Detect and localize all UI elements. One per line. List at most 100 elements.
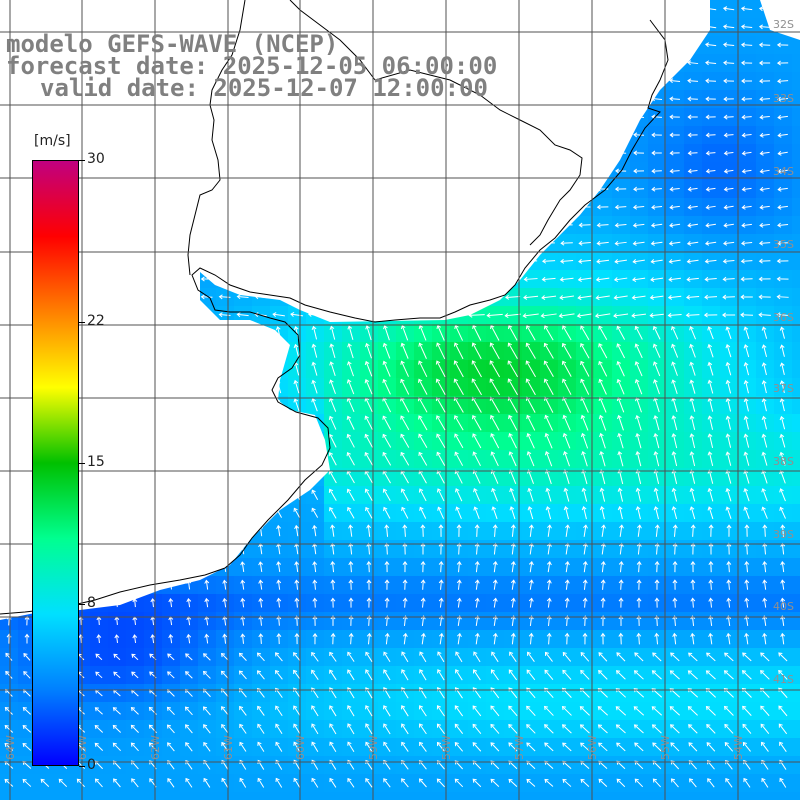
field-cell bbox=[792, 756, 800, 775]
field-cell bbox=[144, 792, 163, 800]
colorbar-tick-label: 30 bbox=[87, 151, 105, 167]
latitude-label: 38S bbox=[773, 455, 794, 468]
field-cell bbox=[756, 792, 775, 800]
field-cell bbox=[216, 792, 235, 800]
field-cell bbox=[54, 792, 73, 800]
field-cell bbox=[792, 108, 800, 127]
field-cell bbox=[0, 792, 19, 800]
field-cell bbox=[702, 792, 721, 800]
field-cell bbox=[612, 792, 631, 800]
field-cell bbox=[792, 90, 800, 109]
longitude-label: 62W bbox=[149, 735, 162, 760]
field-cell bbox=[792, 720, 800, 739]
field-cell bbox=[792, 576, 800, 595]
field-cell bbox=[684, 792, 703, 800]
field-cell bbox=[504, 792, 523, 800]
field-cell bbox=[180, 792, 199, 800]
wind-arrow bbox=[740, 42, 753, 48]
field-cell bbox=[792, 450, 800, 469]
field-cell bbox=[792, 342, 800, 361]
field-cell bbox=[540, 792, 559, 800]
colorbar-tick-mark bbox=[79, 321, 85, 323]
field-cell bbox=[792, 486, 800, 505]
field-cell bbox=[342, 792, 361, 800]
field-cell bbox=[792, 180, 800, 199]
field-cell bbox=[432, 792, 451, 800]
field-cell bbox=[738, 792, 757, 800]
wind-arrow bbox=[741, 78, 753, 84]
field-cell bbox=[36, 792, 55, 800]
latitude-label: 39S bbox=[773, 528, 794, 541]
colorbar-tick-mark bbox=[79, 766, 85, 767]
valid-date: valid date: 2025-12-07 12:00:00 bbox=[40, 74, 488, 102]
longitude-label: 59W bbox=[367, 735, 380, 760]
colorbar-tick-label: 8 bbox=[87, 595, 96, 612]
field-cell bbox=[72, 792, 91, 800]
wind-arrow bbox=[776, 42, 789, 48]
colorbar bbox=[32, 160, 79, 766]
field-cell bbox=[792, 126, 800, 145]
colorbar-tick-label: 0 bbox=[87, 757, 96, 773]
field-cell bbox=[792, 612, 800, 631]
field-cell bbox=[792, 306, 800, 325]
field-cell bbox=[792, 630, 800, 649]
latitude-label: 40S bbox=[773, 600, 794, 613]
field-cell bbox=[792, 162, 800, 181]
field-cell bbox=[792, 72, 800, 91]
wind-arrow bbox=[759, 60, 771, 66]
field-cell bbox=[792, 288, 800, 307]
wind-arrow bbox=[705, 60, 717, 66]
wind-arrow bbox=[722, 24, 735, 30]
field-cell bbox=[792, 558, 800, 577]
field-cell bbox=[792, 792, 800, 800]
field-cell bbox=[234, 792, 253, 800]
longitude-label: 60W bbox=[294, 735, 307, 760]
field-cell bbox=[630, 792, 649, 800]
longitude-label: 57W bbox=[513, 735, 526, 760]
longitude-label: 55W bbox=[659, 735, 672, 760]
field-cell bbox=[792, 432, 800, 451]
field-cell bbox=[792, 522, 800, 541]
latitude-label: 37S bbox=[773, 382, 794, 395]
colorbar-tick-mark bbox=[79, 160, 85, 161]
wind-arrow bbox=[740, 6, 753, 12]
field-cell bbox=[522, 792, 541, 800]
field-cell bbox=[792, 234, 800, 253]
field-cell bbox=[792, 324, 800, 343]
field-cell bbox=[594, 792, 613, 800]
longitude-label: 56W bbox=[586, 735, 599, 760]
wind-arrow bbox=[759, 78, 771, 84]
wind-arrow bbox=[758, 24, 771, 30]
wind-arrow bbox=[687, 60, 699, 66]
field-cell bbox=[360, 792, 379, 800]
field-cell bbox=[108, 792, 127, 800]
field-cell bbox=[252, 792, 271, 800]
field-cell bbox=[792, 396, 800, 415]
field-cell bbox=[648, 792, 667, 800]
longitude-label: 64W bbox=[4, 735, 17, 760]
field-cell bbox=[792, 684, 800, 703]
wind-arrow bbox=[722, 6, 735, 12]
field-cell bbox=[792, 216, 800, 235]
longitude-label: 58W bbox=[440, 735, 453, 760]
field-cell bbox=[792, 774, 800, 793]
field-cell bbox=[558, 792, 577, 800]
longitude-label: 61W bbox=[222, 735, 235, 760]
wind-arrow bbox=[776, 60, 789, 66]
latitude-label: 41S bbox=[773, 673, 794, 686]
field-cell bbox=[270, 792, 289, 800]
wind-arrow bbox=[705, 78, 717, 84]
field-cell bbox=[396, 792, 415, 800]
colorbar-tick-mark bbox=[79, 604, 85, 606]
wind-arrow bbox=[758, 42, 771, 48]
longitude-label: 54W bbox=[732, 735, 745, 760]
latitude-label: 32S bbox=[773, 18, 794, 31]
field-cell bbox=[468, 792, 487, 800]
field-cell bbox=[792, 144, 800, 163]
wind-arrow bbox=[669, 78, 681, 84]
wind-arrow bbox=[723, 60, 735, 66]
field-cell bbox=[792, 198, 800, 217]
field-cell bbox=[792, 702, 800, 721]
field-cell bbox=[792, 252, 800, 271]
